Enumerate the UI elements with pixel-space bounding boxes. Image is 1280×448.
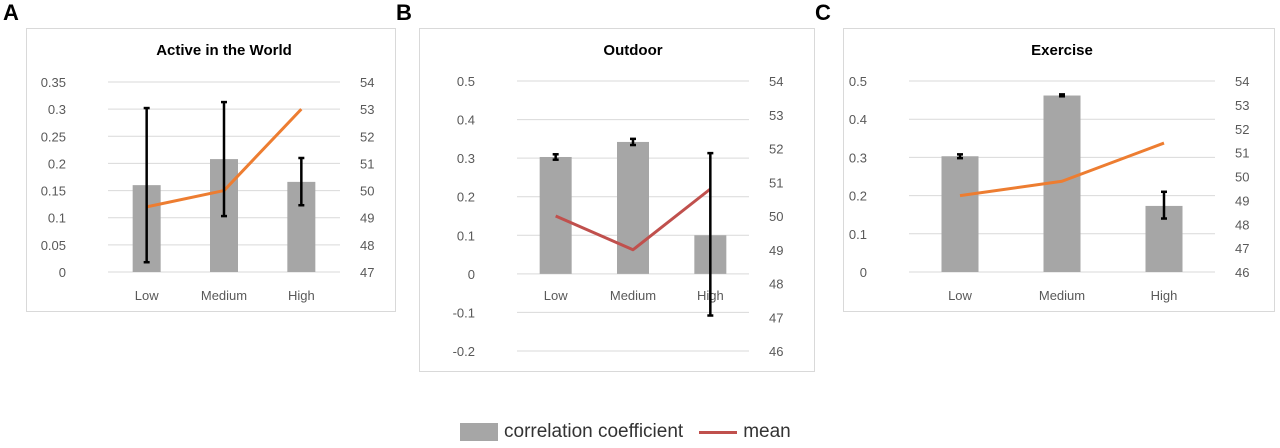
legend-label-mean: mean	[743, 421, 791, 442]
y-left-tick-label: 0	[468, 267, 475, 282]
y-left-tick-label: -0.1	[453, 305, 475, 320]
panel-letter-a: A	[3, 0, 19, 25]
y-right-tick-label: 47	[1235, 241, 1249, 256]
y-right-tick-label: 51	[360, 156, 374, 171]
y-right-tick-label: 53	[1235, 98, 1249, 113]
y-left-tick-label: 0.3	[849, 150, 867, 165]
y-left-tick-label: 0	[59, 265, 66, 280]
y-right-tick-label: 48	[769, 277, 783, 292]
legend-label-correlation-coefficient: correlation coefficient	[504, 421, 684, 442]
y-right-tick-label: 51	[1235, 146, 1249, 161]
chart-active-in-the-world: Active in the World 0 0.05 0.1 0.15 0.2 0.25 0.…	[41, 42, 375, 303]
legend-swatch-mean	[699, 430, 738, 434]
y-left-tick-label: 0.2	[457, 190, 475, 205]
y-left-tick-label: 0.3	[457, 151, 475, 166]
y-left-tick-label: 0.2	[849, 189, 867, 204]
x-tick-label-medium: Medium	[610, 288, 656, 303]
bar-low	[941, 156, 979, 272]
chart-title: Outdoor	[603, 42, 662, 59]
y-left-tick-label: 0.35	[41, 75, 66, 90]
y-right-tick-label: 49	[1235, 193, 1249, 208]
y-right-tick-label: 52	[769, 142, 783, 157]
chart-exercise: Exercise 0 0.1 0.2 0.3 0.4 0.5 46 47 48 49 50 51 52 53…	[849, 42, 1250, 303]
y-left-tick-label: 0.2	[48, 156, 66, 171]
x-tick-label-medium: Medium	[201, 288, 247, 303]
x-tick-label-low: Low	[135, 288, 159, 303]
y-right-tick-label: 54	[360, 75, 374, 90]
y-right-tick-label: 51	[769, 175, 783, 190]
y-left-tick-label: 0.5	[457, 74, 475, 89]
y-right-tick-label: 46	[769, 344, 783, 359]
y-right-tick-label: 48	[360, 238, 374, 253]
y-left-tick-label: 0.25	[41, 129, 66, 144]
y-left-tick-label: 0.5	[849, 74, 867, 89]
y-right-tick-label: 48	[1235, 217, 1249, 232]
y-right-tick-label: 50	[1235, 170, 1249, 185]
legend-swatch-correlation-coefficient	[460, 423, 498, 441]
chart-title: Exercise	[1031, 42, 1093, 59]
legend: correlation coefficient mean	[460, 421, 791, 443]
y-right-tick-label: 53	[360, 102, 374, 117]
y-right-tick-label: 53	[769, 108, 783, 123]
panel-letter-b: B	[396, 0, 412, 25]
y-right-tick-label: 50	[769, 209, 783, 224]
x-tick-label-low: Low	[948, 288, 972, 303]
bar-low	[539, 156, 572, 274]
y-right-tick-label: 50	[360, 184, 374, 199]
y-right-tick-label: 49	[360, 211, 374, 226]
y-left-tick-label: 0.1	[48, 211, 66, 226]
x-tick-label-low: Low	[544, 288, 568, 303]
y-left-tick-label: 0.1	[849, 227, 867, 242]
y-right-tick-label: 52	[360, 129, 374, 144]
y-left-tick-label: 0.4	[849, 112, 867, 127]
y-left-tick-label: 0.3	[48, 102, 66, 117]
y-right-tick-label: 47	[360, 265, 374, 280]
chart-title: Active in the World	[156, 42, 292, 59]
y-right-tick-label: 54	[1235, 74, 1249, 89]
y-left-tick-label: 0	[860, 265, 867, 280]
chart-outdoor: Outdoor -0.2 -0.1 0 0.1 0.2 0.3 0.4 0.5 46 47 48 49 5…	[453, 42, 784, 359]
y-left-tick-label: 0.05	[41, 238, 66, 253]
y-left-tick-label: 0.15	[41, 184, 66, 199]
bar-medium	[617, 141, 649, 274]
y-right-tick-label: 47	[769, 310, 783, 325]
y-right-tick-label: 54	[769, 74, 783, 89]
y-right-tick-label: 52	[1235, 122, 1249, 137]
x-tick-label-medium: Medium	[1039, 288, 1085, 303]
y-left-tick-label: 0.1	[457, 228, 475, 243]
panel-letter-c: C	[815, 0, 831, 25]
x-tick-label-high: High	[288, 288, 315, 303]
x-tick-label-high: High	[1151, 288, 1178, 303]
y-right-tick-label: 46	[1235, 265, 1249, 280]
y-left-tick-label: -0.2	[453, 344, 475, 359]
y-right-tick-label: 49	[769, 243, 783, 258]
y-left-tick-label: 0.4	[457, 113, 475, 128]
